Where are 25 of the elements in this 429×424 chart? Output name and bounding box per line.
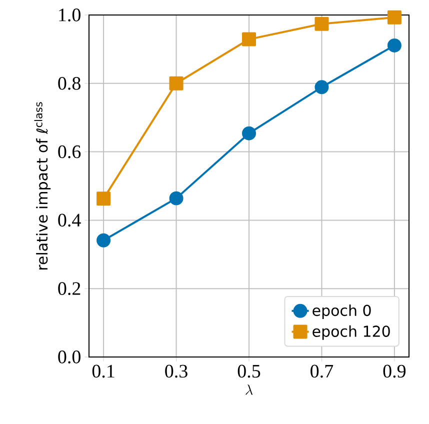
point — [387, 38, 402, 52]
y-tick-label: 0.6 — [58, 145, 81, 158]
x-tick-label: 0.3 — [165, 364, 188, 378]
x-tick-label: 0.5 — [238, 364, 260, 378]
point — [242, 126, 256, 140]
point — [387, 10, 402, 24]
y-tick-label: 1.0 — [59, 8, 80, 22]
x-tick-label: 0.1 — [92, 364, 114, 378]
y-tick-label: 0.2 — [58, 282, 80, 296]
point — [169, 191, 184, 206]
x-axis-title: $\lambda$ — [246, 384, 253, 395]
point — [96, 233, 111, 248]
y-axis-title: relative impact of ℓ$^{class}$ — [34, 102, 51, 270]
point — [242, 32, 256, 46]
legend-label: epoch 120 — [312, 325, 390, 340]
y-tick-label: 0.0 — [58, 350, 80, 364]
x-tick-label: 0.9 — [383, 364, 406, 378]
legend-label: epoch 0 — [312, 304, 371, 319]
point — [169, 76, 184, 90]
point — [314, 80, 329, 94]
point — [96, 192, 111, 206]
point — [314, 16, 329, 31]
x-tick-label: 0.7 — [310, 364, 334, 378]
y-tick-label: 0.4 — [58, 214, 81, 227]
y-tick-label: 0.8 — [58, 76, 80, 90]
